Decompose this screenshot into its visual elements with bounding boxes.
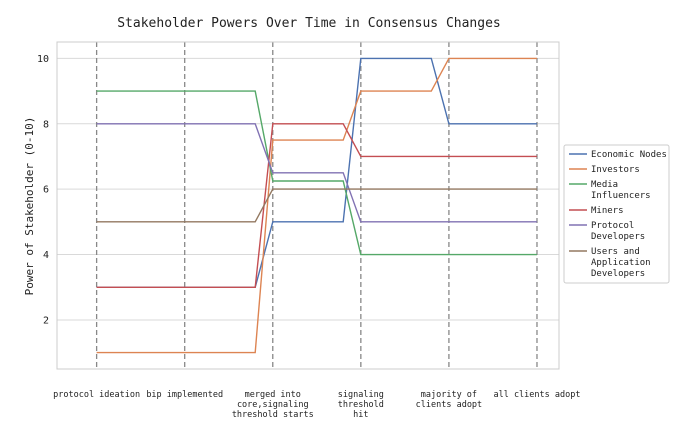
legend-box (563, 144, 670, 284)
y-tick-label: 6 (43, 185, 49, 196)
legend-label: Developers (591, 232, 645, 242)
y-tick-label: 8 (43, 119, 49, 130)
legend-label: Media (591, 180, 618, 190)
x-tick-label: majority of (421, 390, 477, 400)
x-tick-label: protocol ideation (53, 390, 140, 400)
legend-label: Investors (591, 165, 640, 175)
legend-label: Miners (591, 206, 624, 216)
x-tick-label: threshold starts (232, 410, 314, 420)
x-tick-label: threshold (338, 400, 384, 410)
y-tick-label: 4 (43, 250, 49, 261)
x-tick-label: merged into (245, 390, 301, 400)
plot-frame (56, 41, 560, 370)
series-line-3 (96, 123, 537, 288)
x-tick-label: core,signaling (237, 400, 309, 410)
x-tick-label: hit (353, 410, 368, 420)
x-tick-label: signaling (338, 390, 384, 400)
chart-title: Stakeholder Powers Over Time in Consensu… (117, 16, 501, 31)
legend-label: Influencers (591, 191, 651, 201)
legend-label: Users and (591, 247, 640, 257)
series-line-1 (96, 57, 537, 354)
legend-label: Developers (591, 269, 645, 279)
y-tick-label: 2 (43, 315, 49, 326)
series-line-5 (96, 188, 537, 223)
legend-label: Application (591, 258, 651, 268)
x-tick-label: all clients adopt (493, 390, 580, 400)
series-line-2 (96, 90, 537, 256)
x-tick-label: bip implemented (146, 390, 223, 400)
legend-label: Protocol (591, 221, 634, 231)
x-tick-label: clients adopt (416, 400, 483, 410)
y-axis-label: Power of Stakeholder (0-10) (23, 117, 36, 296)
series-line-4 (96, 123, 537, 223)
legend-label: Economic Nodes (591, 150, 667, 160)
y-tick-label: 10 (37, 54, 49, 65)
